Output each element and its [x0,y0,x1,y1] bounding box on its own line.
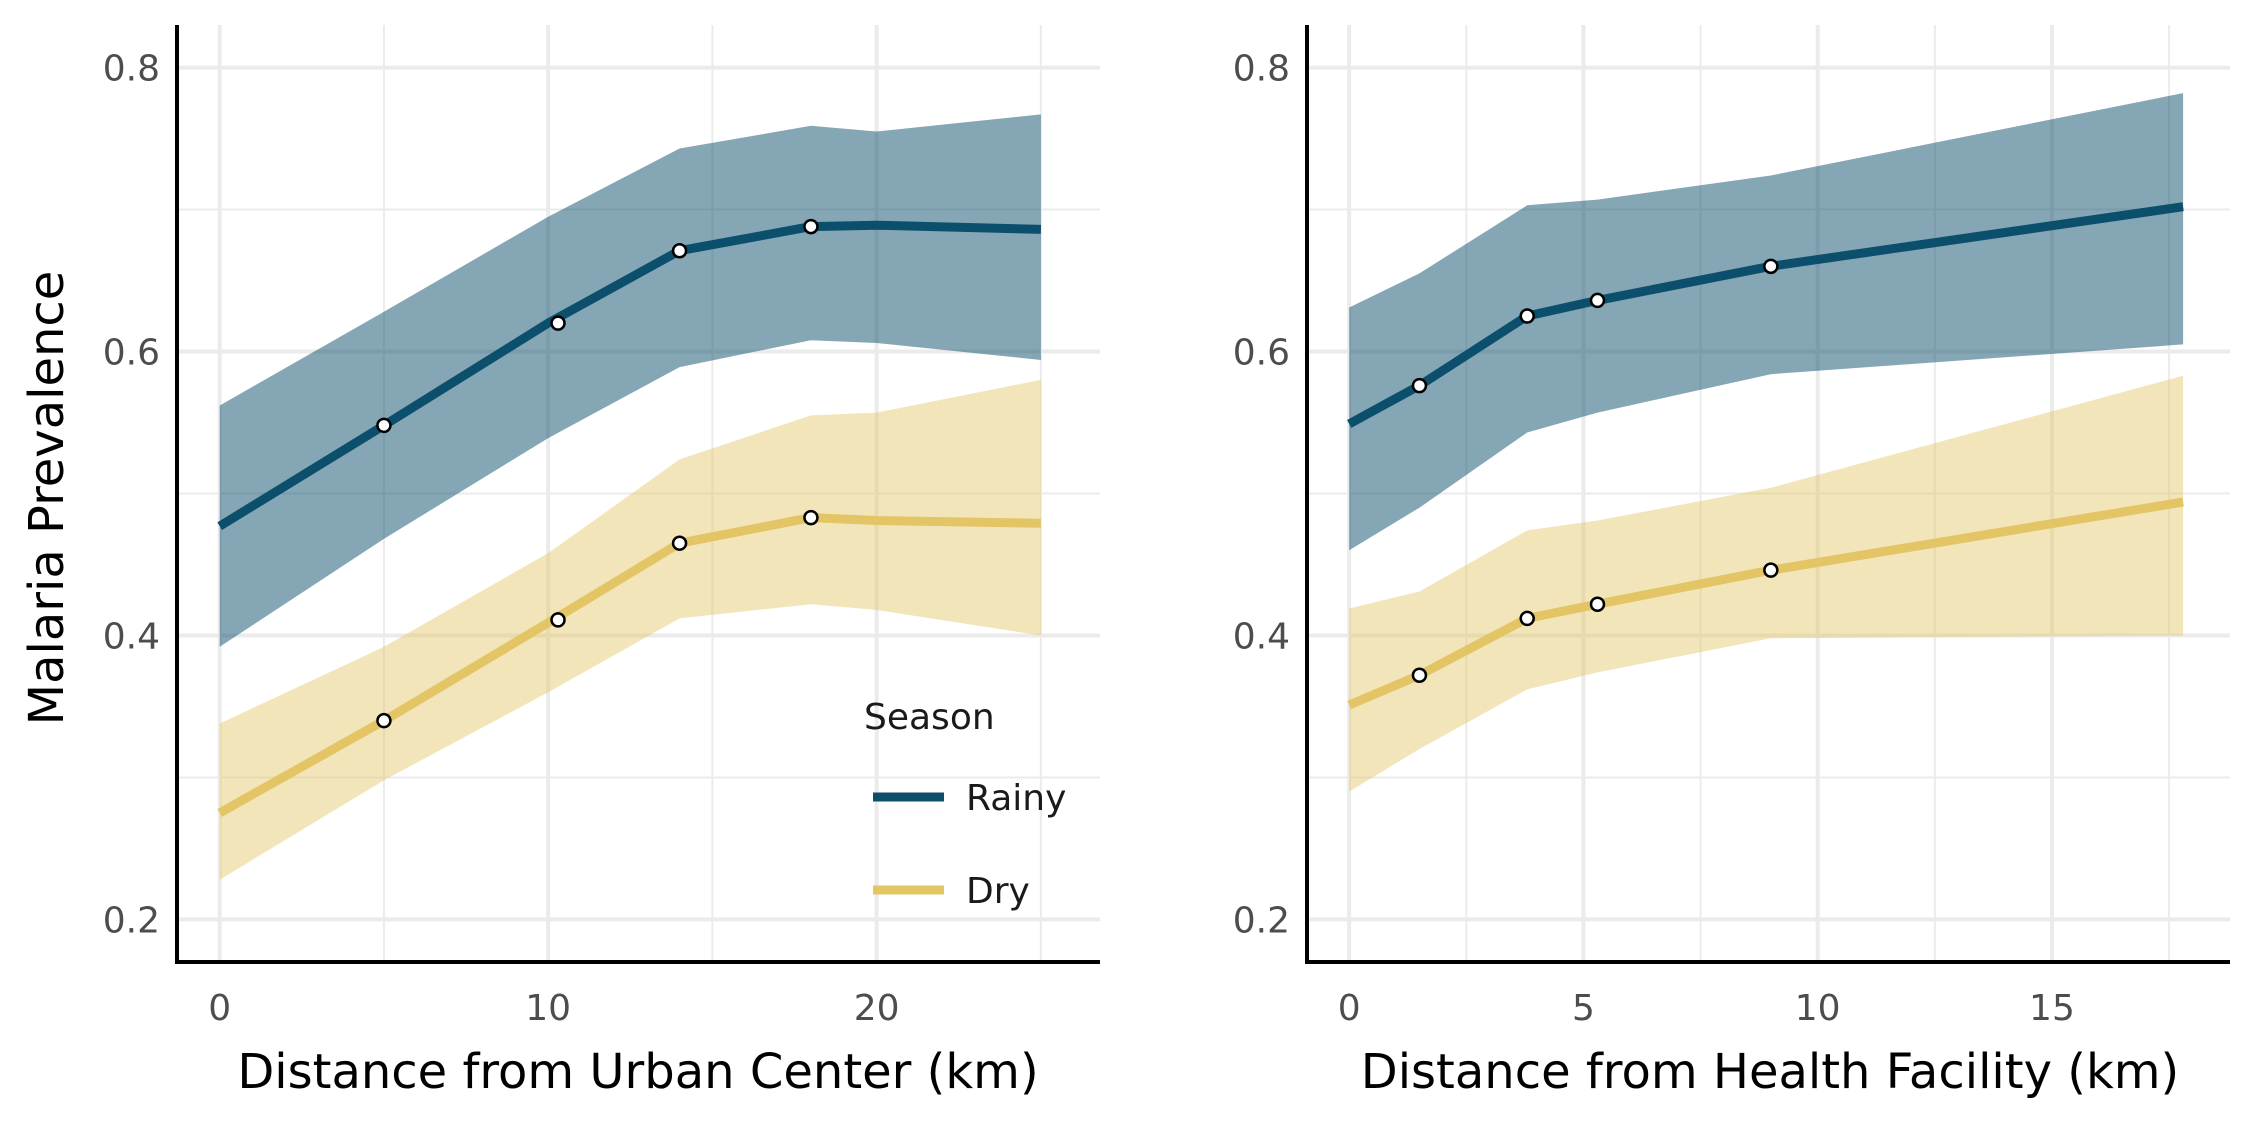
axes [1305,25,2230,964]
x-tick-label: 0 [208,988,231,1029]
y-tick-label: 0.2 [103,900,160,941]
legend: Season Rainy Dry [864,697,1066,912]
data-point-rainy [550,315,566,331]
grid-lines [1307,25,2230,962]
data-point-rainy [671,242,688,259]
x-tick-label: 20 [854,988,900,1029]
data-point-rainy [1519,308,1535,324]
confidence-bands [1349,93,2184,792]
confidence-band-dry [1349,375,2184,792]
x-tick-label: 10 [525,988,571,1029]
x-tick-label: 0 [1338,988,1361,1029]
data-point-dry [803,509,819,526]
panel-health-facility: 0.2 0.4 0.6 0.8 0 5 10 15 Distance from Health … [1233,25,2230,1100]
panel-urban-center: 0.2 0.4 0.6 0.8 0 10 20 Distance from Urban Ce… [19,25,1100,1100]
y-tick-label: 0.8 [1233,49,1290,90]
data-point-dry [671,535,688,551]
confidence-band-rainy [1349,93,2184,551]
data-point-rainy [1763,258,1779,275]
y-tick-label: 0.2 [1233,900,1290,941]
confidence-band-rainy [219,114,1041,647]
tick-labels: 0.2 0.4 0.6 0.8 0 5 10 15 [1233,49,2075,1029]
y-tick-label: 0.8 [103,49,160,90]
data-point-dry [376,712,392,729]
series-line-rainy [1347,202,2184,428]
y-tick-label: 0.6 [1233,333,1290,374]
tick-labels: 0.2 0.4 0.6 0.8 0 10 20 [103,49,900,1029]
y-tick-label: 0.4 [1233,616,1290,657]
confidence-bands [219,114,1041,880]
data-point-dry [1411,667,1428,683]
y-axis-title: Malaria Prevalence [19,271,75,726]
legend-label-rainy: Rainy [966,778,1066,819]
data-point-dry [1519,610,1535,627]
data-point-rainy [376,417,392,434]
x-tick-label: 15 [2029,988,2075,1029]
confidence-band-dry [219,379,1041,880]
x-tick-label: 5 [1572,988,1595,1029]
x-tick-label: 10 [1795,988,1841,1029]
x-axis-title: Distance from Urban Center (km) [237,1044,1038,1100]
data-point-rainy [803,218,819,235]
series-line-dry [1347,497,2184,710]
data-point-dry [550,612,566,628]
series-lines [1347,202,2184,710]
data-point-rainy [1411,377,1428,394]
data-points [376,218,819,729]
data-point-dry [1589,596,1606,612]
legend-label-dry: Dry [966,871,1030,912]
data-point-rainy [1589,292,1606,309]
data-points [1411,258,1779,683]
data-point-dry [1763,562,1779,578]
legend-title: Season [864,697,995,738]
y-tick-label: 0.4 [103,616,160,657]
axes [175,25,1100,964]
y-tick-label: 0.6 [103,333,160,374]
x-axis-title: Distance from Health Facility (km) [1361,1044,2179,1100]
